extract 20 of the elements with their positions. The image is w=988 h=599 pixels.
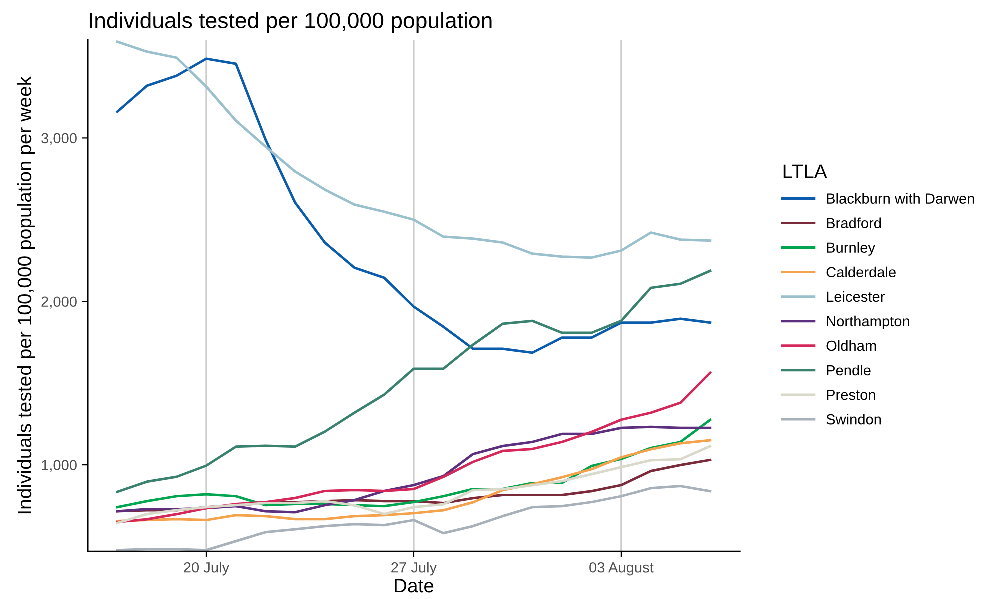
x-tick-label: 20 July	[184, 562, 230, 576]
legend-label: Blackburn with Darwen	[827, 193, 974, 204]
chart-title: Individuals tested per 100,000 population	[90, 12, 492, 33]
x-axis-title: Date	[395, 579, 434, 593]
y-tick-label: 3,000	[42, 133, 77, 146]
x-tick-label: 03 August	[590, 562, 654, 576]
legend-title: LTLA	[784, 164, 828, 178]
legend-label: Pendle	[827, 364, 871, 376]
x-tick-label: 27 July	[392, 562, 438, 576]
y-axis-title: Individuals tested per 100,000 population per week	[17, 76, 36, 514]
y-tick-label: 2,000	[42, 296, 77, 309]
legend-label: Swindon	[826, 414, 882, 425]
legend-label: Burnley	[827, 242, 876, 256]
legend-label: Bradford	[827, 218, 882, 228]
legend-label: Calderdale	[826, 266, 896, 278]
y-tick-label: 1,000	[42, 460, 77, 472]
legend-label: Oldham	[826, 340, 876, 352]
legend-label: Preston	[827, 390, 876, 400]
legend-label: Leicester	[827, 291, 885, 302]
legend-label: Northampton	[827, 316, 910, 330]
